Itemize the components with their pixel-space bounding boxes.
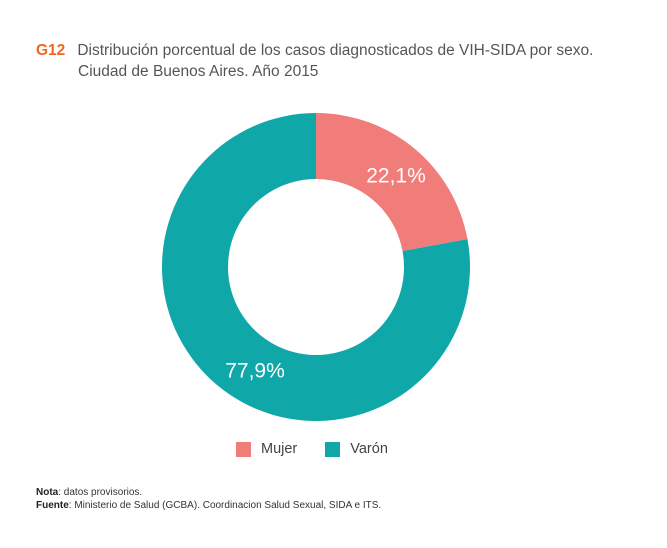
title-line-2: Ciudad de Buenos Aires. Año 2015 (78, 63, 319, 80)
legend-label-mujer: Mujer (261, 441, 298, 457)
legend-item-varon: Varón (325, 441, 388, 457)
legend-item-mujer: Mujer (236, 441, 297, 457)
chart-title: G12 Distribución porcentual de los casos … (36, 40, 646, 82)
donut-label-varon: 77,9% (225, 360, 285, 383)
title-text-1: Distribución porcentual de los casos dia… (77, 42, 594, 59)
footnotes: Nota: datos provisorios. Fuente: Ministe… (36, 486, 381, 512)
source-line: Fuente: Ministerio de Salud (GCBA). Coor… (36, 500, 382, 511)
legend-swatch-mujer (236, 441, 251, 457)
donut-slice-mujer (316, 113, 468, 252)
donut-label-mujer: 22,1% (366, 165, 426, 188)
chart-id: G12 (36, 42, 66, 59)
legend: Mujer Varón (236, 441, 416, 457)
legend-swatch-varon (325, 441, 341, 457)
legend-label-varon: Varón (350, 441, 388, 457)
note-line: Nota: datos provisorios. (36, 487, 143, 498)
donut-slice-varon (162, 113, 471, 421)
title-line-1: G12 Distribución porcentual de los casos … (36, 40, 646, 61)
